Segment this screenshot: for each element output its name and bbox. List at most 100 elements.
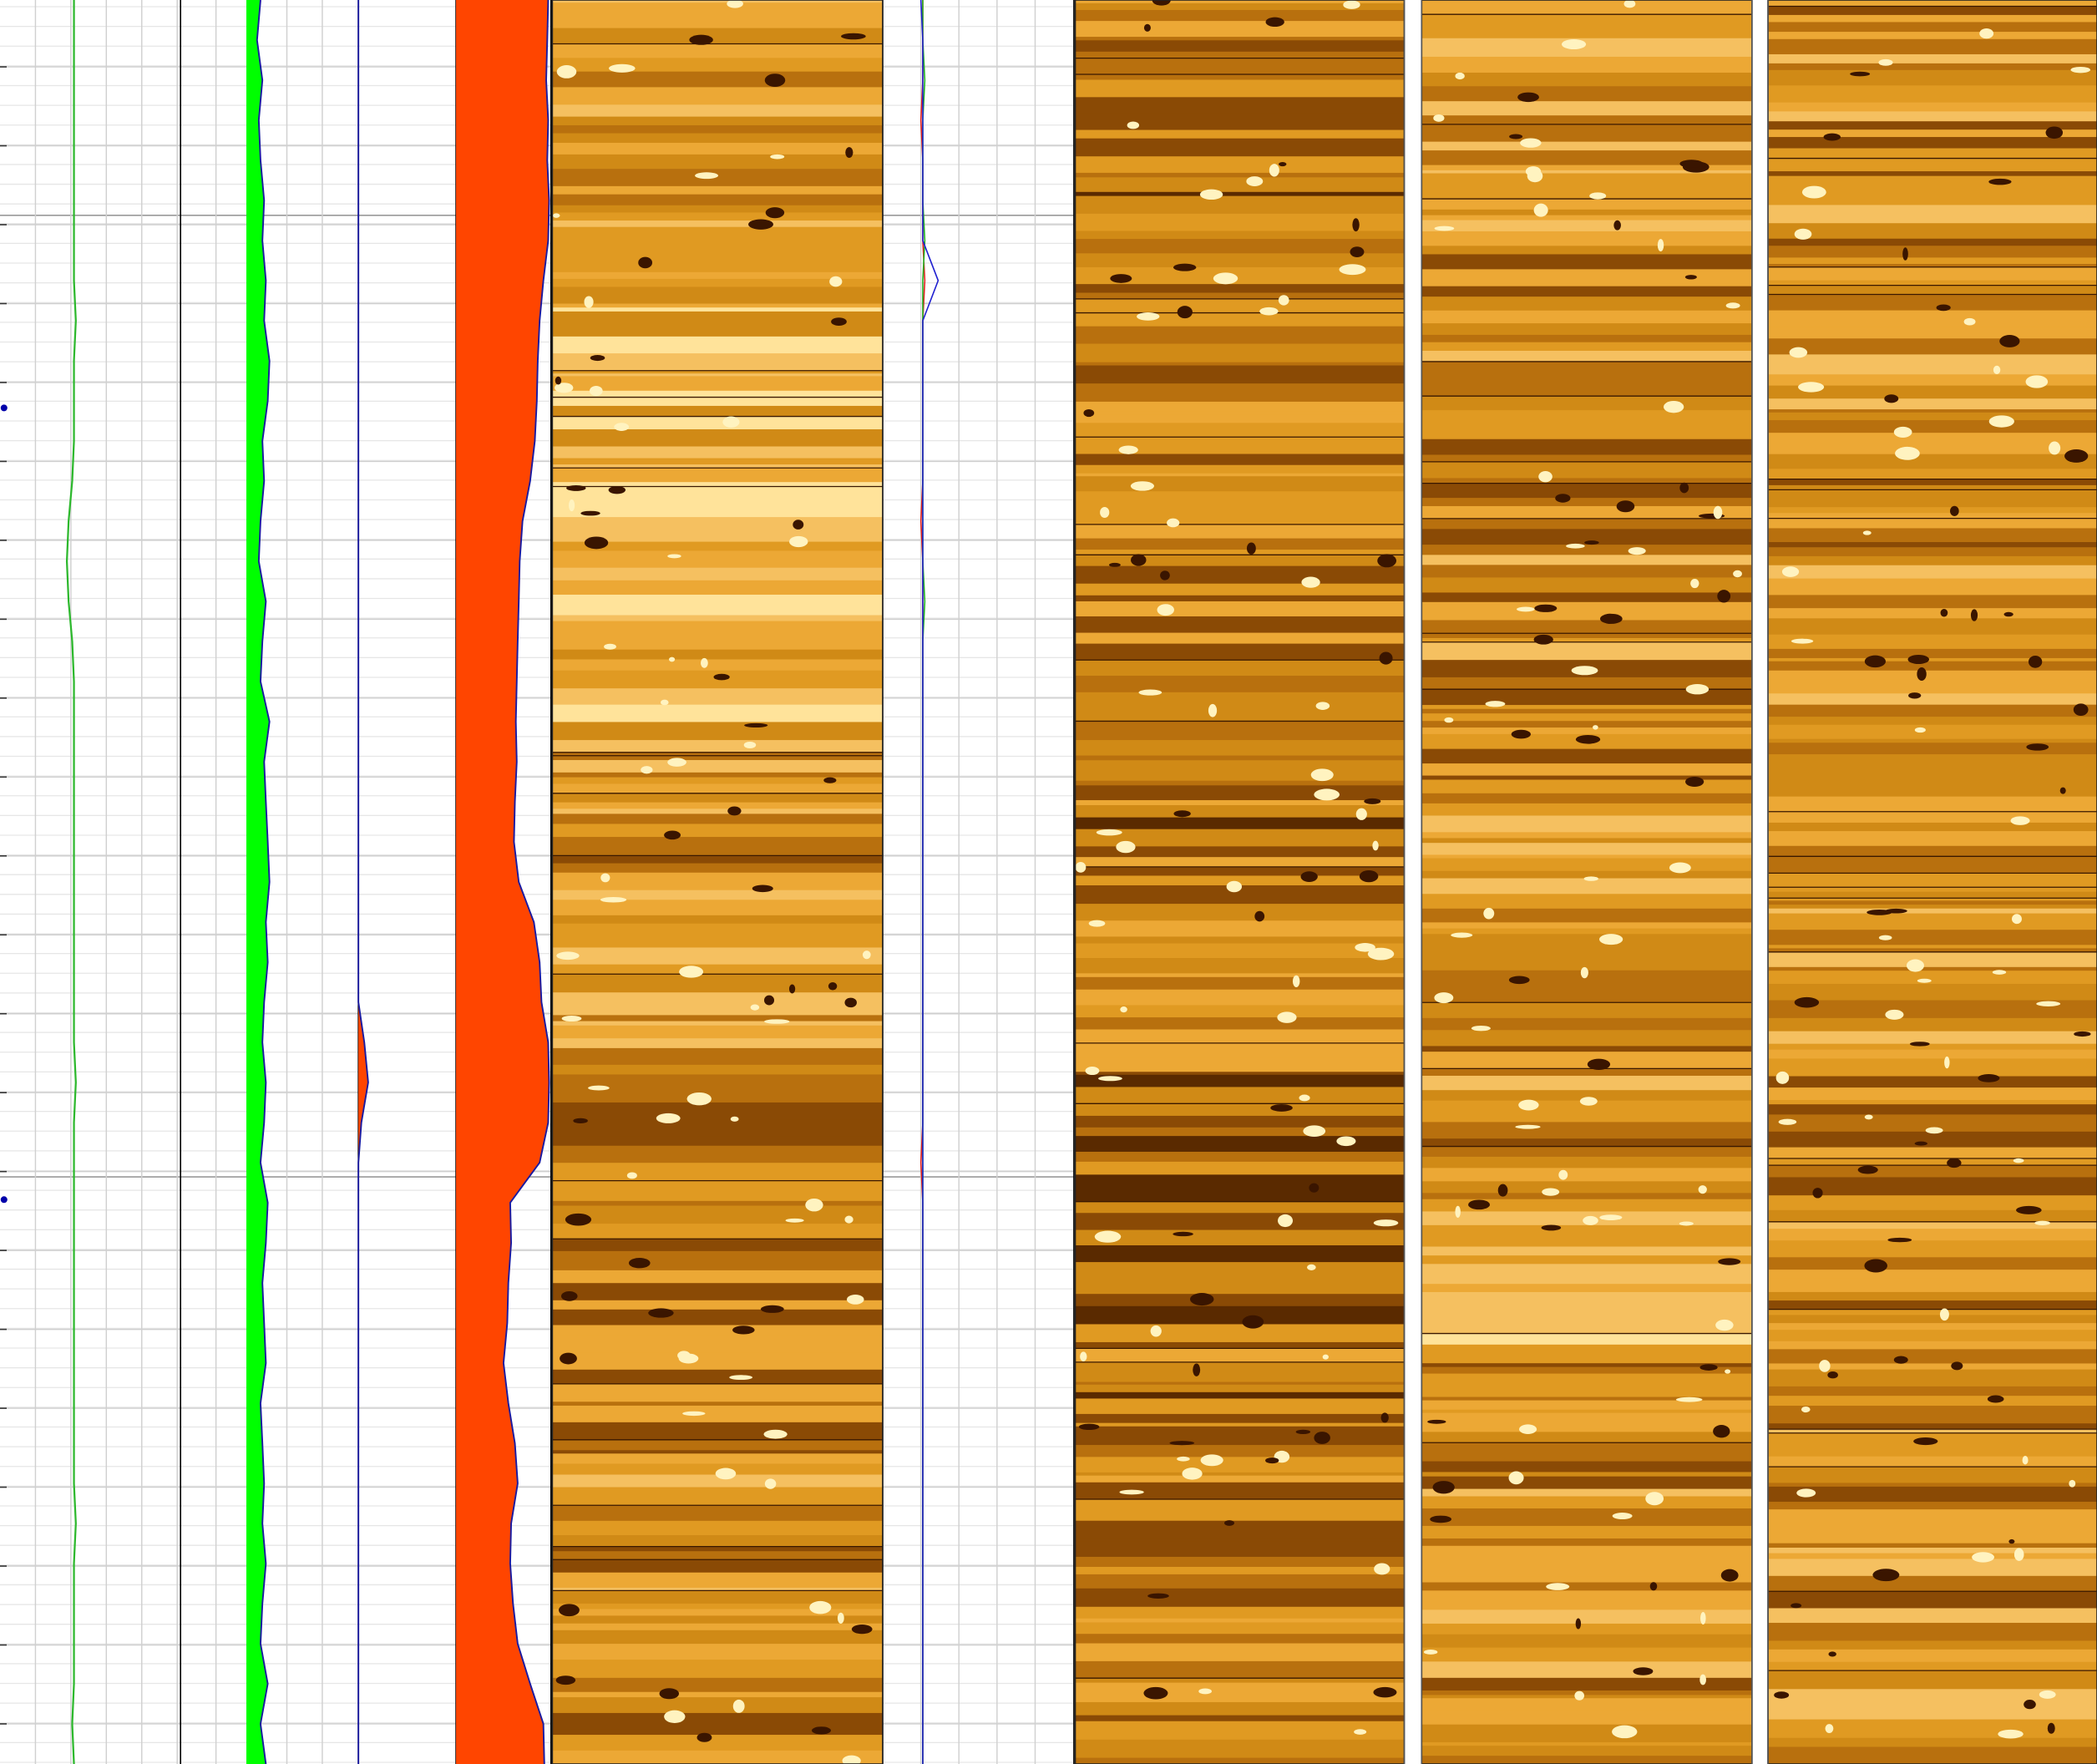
image-stripe	[552, 58, 883, 73]
image-stripe	[1768, 1374, 2097, 1387]
image-stripe	[1768, 670, 2097, 681]
image-stripe	[552, 1551, 883, 1561]
image-stripe	[1421, 529, 1752, 540]
image-stripe	[1421, 1260, 1752, 1265]
image-stripe	[1768, 905, 2097, 910]
image-stripe	[1075, 1398, 1405, 1415]
image-stripe	[1768, 412, 2097, 421]
image-stripe	[1768, 900, 2097, 905]
image-stripe	[1421, 1677, 1752, 1691]
image-stripe	[1768, 433, 2097, 437]
image-stripe	[1075, 1348, 1405, 1363]
image-spot	[1669, 862, 1691, 874]
image-spot	[1575, 1618, 1582, 1630]
image-stripe	[552, 1402, 883, 1407]
image-stripe	[1421, 637, 1752, 643]
image-stripe	[1421, 970, 1752, 986]
image-stripe	[1075, 1685, 1405, 1703]
image-stripe	[1421, 1576, 1752, 1584]
image-spot	[1579, 1097, 1598, 1106]
image-spot	[1700, 1611, 1706, 1625]
image-stripe	[1075, 1378, 1405, 1383]
image-spot	[1130, 481, 1154, 491]
image-stripe	[1421, 1472, 1752, 1478]
image-stripe	[1075, 21, 1405, 38]
image-stripe	[1075, 1445, 1405, 1458]
image-spot	[1213, 272, 1238, 285]
image-stripe	[552, 71, 883, 89]
image-stripe	[1768, 1177, 2097, 1196]
image-stripe	[552, 194, 883, 206]
image-stripe	[1421, 832, 1752, 839]
image-stripe	[1075, 213, 1405, 232]
image-spot	[696, 1732, 712, 1742]
image-spot	[555, 1675, 576, 1685]
image-stripe	[552, 915, 883, 925]
image-spot	[1685, 683, 1710, 695]
image-stripe	[1075, 0, 1405, 4]
image-spot	[1242, 1315, 1264, 1329]
image-stripe	[1075, 767, 1405, 782]
image-spot	[2028, 655, 2043, 668]
image-spot	[588, 1085, 610, 1091]
image-spot	[648, 1308, 674, 1318]
image-stripe	[552, 700, 883, 706]
image-stripe	[552, 872, 883, 891]
image-spot	[1198, 1688, 1212, 1695]
image-spot	[659, 1688, 680, 1700]
image-stripe	[552, 550, 883, 569]
image-stripe	[1768, 1483, 2097, 1488]
image-stripe	[552, 1119, 883, 1138]
image-spot	[764, 1478, 777, 1489]
image-spot	[1717, 590, 1731, 603]
image-stripe	[1421, 1461, 1752, 1473]
image-stripe	[1075, 1582, 1405, 1589]
image-stripe	[552, 1572, 883, 1576]
image-spot	[589, 385, 603, 397]
image-stripe	[552, 964, 883, 976]
image-stripe	[1075, 1136, 1405, 1153]
image-stripe	[1768, 565, 2097, 580]
image-stripe	[1421, 1690, 1752, 1696]
image-spot	[1455, 1205, 1461, 1218]
image-stripe	[1768, 338, 2097, 356]
image-stripe	[1075, 40, 1405, 53]
image-stripe	[1768, 1608, 2097, 1624]
image-stripe	[1421, 1366, 1752, 1375]
image-stripe	[552, 370, 883, 374]
image-stripe	[1768, 454, 2097, 470]
image-stripe	[1421, 454, 1752, 463]
image-spot	[668, 656, 676, 662]
image-stripe	[1421, 1562, 1752, 1577]
image-spot	[2026, 743, 2049, 751]
image-stripe	[1075, 454, 1405, 466]
image-stripe	[1421, 1756, 1752, 1764]
image-stripe	[1768, 724, 2097, 740]
image-stripe	[1421, 1695, 1752, 1700]
image-stripe	[1075, 1324, 1405, 1343]
image-stripe	[1075, 1341, 1405, 1350]
image-spot	[1355, 943, 1375, 952]
image-stripe	[1768, 971, 2097, 985]
image-stripe	[1768, 1349, 2097, 1365]
image-spot	[1939, 1308, 1949, 1321]
image-stripe	[1421, 934, 1752, 953]
image-stripe	[1768, 1429, 2097, 1434]
image-spot	[1885, 1009, 1904, 1020]
image-spot	[1200, 1454, 1223, 1467]
image-stripe	[552, 517, 883, 536]
image-spot	[1173, 1231, 1193, 1237]
image-stripe	[552, 1074, 883, 1087]
image-stripe	[552, 1047, 883, 1066]
image-stripe	[1768, 1547, 2097, 1554]
image-stripe	[552, 220, 883, 228]
image-stripe	[552, 158, 883, 170]
image-stripe	[1075, 423, 1405, 438]
image-spot	[1078, 1423, 1100, 1431]
image-spot	[679, 966, 704, 978]
image-stripe	[552, 1239, 883, 1252]
image-stripe	[552, 1691, 883, 1698]
image-stripe	[1421, 951, 1752, 971]
image-stripe	[1768, 831, 2097, 847]
image-stripe	[1421, 165, 1752, 171]
